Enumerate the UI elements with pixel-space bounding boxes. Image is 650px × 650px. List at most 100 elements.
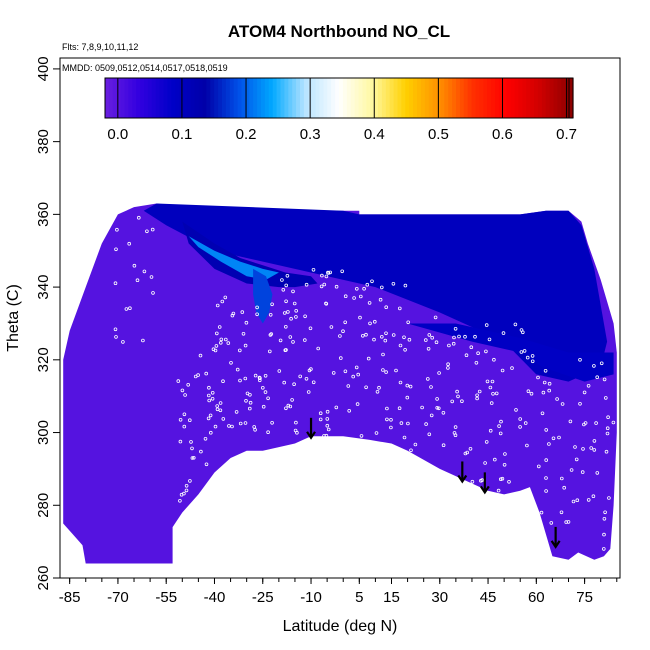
- colorbar-segment: [463, 78, 469, 118]
- observation-point: [334, 284, 339, 289]
- observation-point: [186, 382, 191, 387]
- x-tick-label: -25: [252, 589, 274, 606]
- colorbar-segment: [136, 78, 141, 118]
- colorbar-segment: [144, 78, 149, 118]
- observation-point: [278, 338, 283, 343]
- observation-point: [469, 345, 474, 350]
- observation-point: [351, 374, 356, 379]
- observation-point: [463, 334, 467, 339]
- observation-point: [378, 297, 383, 302]
- colorbar-segment: [565, 78, 570, 118]
- observation-point: [255, 305, 259, 310]
- observation-point: [149, 275, 154, 279]
- x-tick-label: -10: [300, 589, 322, 606]
- observation-point: [364, 385, 368, 390]
- observation-point: [284, 283, 289, 288]
- observation-point: [286, 403, 291, 408]
- observation-point: [510, 366, 514, 370]
- colorbar-segment: [327, 78, 332, 118]
- observation-point: [291, 340, 295, 344]
- observation-point: [559, 476, 564, 481]
- colorbar-segment: [190, 78, 196, 118]
- observation-point: [407, 337, 412, 342]
- colorbar-segment: [331, 78, 336, 118]
- observation-point: [470, 479, 475, 484]
- observation-point: [569, 468, 574, 472]
- observation-point: [206, 502, 210, 507]
- observation-point: [137, 215, 141, 220]
- observation-point: [562, 485, 566, 490]
- observation-point: [358, 294, 363, 299]
- colorbar-segment: [510, 78, 516, 118]
- observation-point: [127, 241, 131, 246]
- observation-point: [605, 431, 610, 436]
- observation-point: [221, 417, 226, 421]
- observation-point: [284, 299, 288, 304]
- observation-point: [359, 434, 364, 438]
- observation-point: [384, 305, 389, 310]
- colorbar-segment: [124, 78, 129, 118]
- observation-point: [282, 311, 287, 315]
- observation-point: [541, 390, 546, 395]
- observation-point: [384, 370, 388, 374]
- observation-point: [192, 455, 196, 460]
- observation-point: [555, 397, 559, 401]
- colorbar-frame: [104, 77, 574, 119]
- observation-point: [221, 379, 225, 384]
- colorbar-segment: [335, 78, 340, 118]
- colorbar-segment: [374, 78, 379, 118]
- observation-point: [557, 435, 561, 440]
- observation-point: [270, 420, 274, 425]
- colorbar-segment: [147, 78, 153, 118]
- observation-point: [263, 390, 268, 394]
- colorbar-segment: [175, 78, 180, 118]
- observation-point: [372, 337, 376, 342]
- observation-point: [284, 406, 288, 411]
- observation-point: [366, 356, 371, 361]
- observation-point: [258, 376, 262, 381]
- observation-point: [420, 405, 424, 410]
- colorbar-segment: [495, 78, 500, 118]
- observation-point: [381, 352, 385, 357]
- colorbar-segment: [179, 78, 184, 118]
- observation-point: [338, 334, 342, 338]
- observation-point: [453, 425, 458, 429]
- colorbar-tick-label: 0.3: [300, 126, 321, 143]
- y-tick-label: 340: [35, 275, 52, 300]
- flights-label: Flts: 7,8,9,10,11,12: [62, 42, 138, 52]
- observation-point: [235, 367, 240, 372]
- colorbar-segment: [498, 78, 504, 118]
- observation-point: [377, 385, 381, 390]
- observation-point: [207, 393, 211, 398]
- observation-point: [227, 424, 231, 428]
- observation-point: [238, 421, 243, 426]
- observation-point: [397, 306, 402, 311]
- observation-point: [379, 334, 384, 339]
- observation-point: [581, 447, 585, 451]
- observation-point: [325, 417, 330, 421]
- observation-point: [582, 390, 587, 395]
- colorbar-segment: [444, 78, 449, 118]
- observation-point: [399, 421, 404, 425]
- observation-point: [198, 353, 203, 358]
- observation-point: [240, 310, 245, 314]
- observation-point: [606, 415, 610, 420]
- colorbar-segment: [420, 78, 426, 118]
- colorbar-segment: [225, 78, 231, 118]
- colorbar-segment: [362, 78, 367, 118]
- observation-point: [115, 227, 119, 232]
- observation-point: [408, 384, 413, 389]
- observation-point: [474, 360, 479, 365]
- observation-point: [334, 405, 339, 410]
- observation-point: [326, 427, 331, 432]
- observation-point: [601, 547, 606, 551]
- observation-point: [210, 390, 215, 395]
- colorbar-tick-label: 0.4: [364, 126, 385, 143]
- observation-point: [257, 378, 262, 383]
- observation-point: [113, 327, 118, 332]
- observation-point: [184, 488, 189, 493]
- colorbar-segment: [163, 78, 168, 118]
- observation-point: [544, 458, 548, 462]
- observation-point: [398, 380, 403, 385]
- observation-point: [578, 401, 582, 406]
